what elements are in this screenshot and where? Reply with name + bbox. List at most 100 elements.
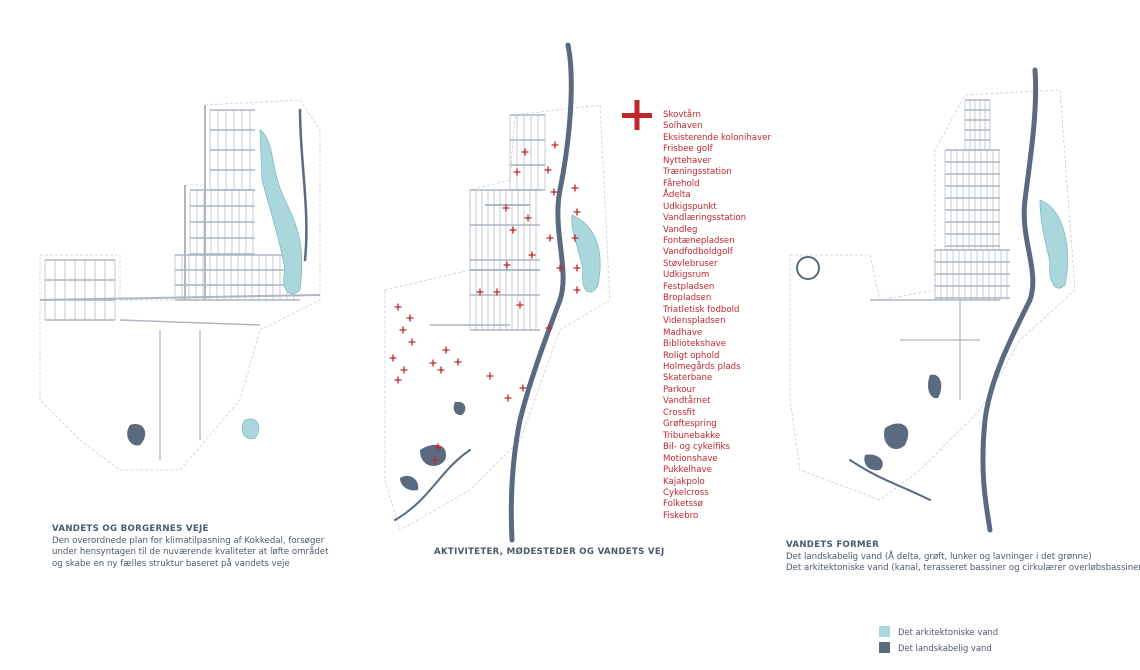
activity-marker [516, 301, 524, 309]
activity: Holmegårds plads [663, 361, 741, 372]
panel-line: Det landskabelig vand (Å delta, grøft, l… [786, 551, 1092, 562]
overflow-basin [796, 256, 820, 280]
activity: Træningsstation [663, 167, 732, 178]
activity-marker [509, 226, 517, 234]
activity: Udkigsrum [663, 270, 710, 281]
activity: Ådelta [663, 190, 691, 201]
activity-marker [550, 188, 558, 196]
activity-marker [431, 456, 439, 464]
activity-marker [476, 288, 484, 296]
panel-line: Det arkitektoniske vand (kanal, terasser… [786, 563, 1140, 573]
activity-marker [408, 338, 416, 346]
activity-markers [389, 100, 652, 464]
activity-marker [573, 208, 581, 216]
activity: Motionshave [663, 453, 718, 464]
activity-marker [442, 346, 450, 354]
activity: Festpladsen [663, 281, 715, 292]
activity-marker [394, 303, 402, 311]
activity-marker [556, 264, 564, 272]
activity-marker [454, 358, 462, 366]
activity-marker [486, 372, 494, 380]
activity-marker [573, 286, 581, 294]
activity: Fårehold [663, 178, 700, 189]
roads [39, 99, 1010, 460]
activity-marker [400, 366, 408, 374]
activity: Frisbee golf [663, 144, 713, 155]
activity-marker [521, 148, 529, 156]
activity-marker [546, 234, 554, 242]
activity-marker [434, 443, 442, 451]
activity: Fiskebro [663, 510, 699, 521]
panel-title: VANDETS FORMER [786, 540, 879, 550]
activity: Nyttehaver [663, 155, 712, 166]
activity: Vandfodboldgolf [663, 247, 733, 258]
activity-marker [429, 359, 437, 367]
activity: Vandlæringsstation [663, 213, 747, 224]
activity-marker [545, 324, 553, 332]
legend-swatch [879, 642, 890, 653]
panel-text: VANDETS OG BORGERNES VEJE Den overordned… [52, 524, 328, 570]
activity-list: Skovtårn Solhaven Eksisterende kolonihaver… [663, 110, 771, 522]
activity: Pukkelhave [663, 465, 712, 476]
panel-line: Den overordnede plan for klimatilpasning… [52, 535, 325, 546]
activity-marker [504, 394, 512, 402]
legend-item: Det landskabelig vand [879, 642, 992, 653]
activity: Parkour [663, 384, 696, 395]
activity: Crossfit [663, 407, 696, 418]
activity-marker [571, 184, 579, 192]
activity-marker [544, 166, 552, 174]
activity-marker [524, 214, 532, 222]
activity-marker [571, 234, 579, 242]
activity: Tribunebakke [663, 430, 721, 441]
activity: Triatletisk fodbold [663, 304, 740, 315]
activity: Eksisterende kolonihaver [663, 132, 771, 143]
legend-label: Det arkitektoniske vand [898, 626, 999, 637]
road [39, 294, 321, 301]
architectural-water [241, 129, 1068, 440]
activity-marker [406, 314, 414, 322]
activity: Skaterbane [663, 373, 713, 384]
activity-marker [519, 384, 527, 392]
activity: Skovtårn [663, 110, 701, 120]
activity-marker [513, 168, 521, 176]
activity: Udkigspunkt [663, 201, 717, 212]
activity: Grøftespring [663, 419, 717, 430]
activity-marker [389, 354, 397, 362]
panel-line: og skabe en ny fælles struktur baseret p… [52, 558, 290, 569]
activity: Kajakpolo [663, 476, 705, 487]
activity: Støvlebruser [663, 258, 718, 269]
road [119, 319, 261, 326]
panel-line: under hensyntagen til de nuværende kvali… [52, 547, 329, 557]
activity: Bibliotekshave [663, 339, 726, 350]
activity: Vandtårnet [663, 396, 711, 407]
legend-label: Det landskabelig vand [898, 642, 992, 653]
activity: Vandleg [663, 224, 698, 235]
activity: Fontænepladsen [663, 235, 735, 246]
basins [127, 374, 942, 491]
activity: Folketssø [663, 499, 703, 510]
activity: Bropladsen [663, 293, 712, 304]
activity-marker [551, 141, 559, 149]
activity-marker [528, 251, 536, 259]
activity-marker [503, 261, 511, 269]
activity-marker [399, 326, 407, 334]
activity-marker [502, 204, 510, 212]
panel-text: VANDETS FORMER Det landskabelig vand (Å … [786, 540, 1140, 575]
legend-item: Det arkitektoniske vand [879, 626, 998, 637]
legend-swatch [879, 626, 890, 637]
panel-title: VANDETS OG BORGERNES VEJE [52, 524, 209, 534]
activity: Bil- og cykelfiks [663, 442, 730, 453]
activity: Roligt ophold [663, 350, 720, 361]
activity: Madhave [663, 327, 703, 338]
activity-marker [573, 264, 581, 272]
activity: Videnspladsen [663, 316, 726, 327]
activity-marker [437, 366, 445, 374]
activity: Solhaven [663, 121, 703, 132]
landscape-water [298, 42, 1039, 543]
activity: Cykelcross [663, 487, 709, 498]
panel-title: AKTIVITETER, MØDESTEDER OG VANDETS VEJ [434, 547, 665, 557]
activity-marker [493, 288, 501, 296]
activity-marker [394, 376, 402, 384]
